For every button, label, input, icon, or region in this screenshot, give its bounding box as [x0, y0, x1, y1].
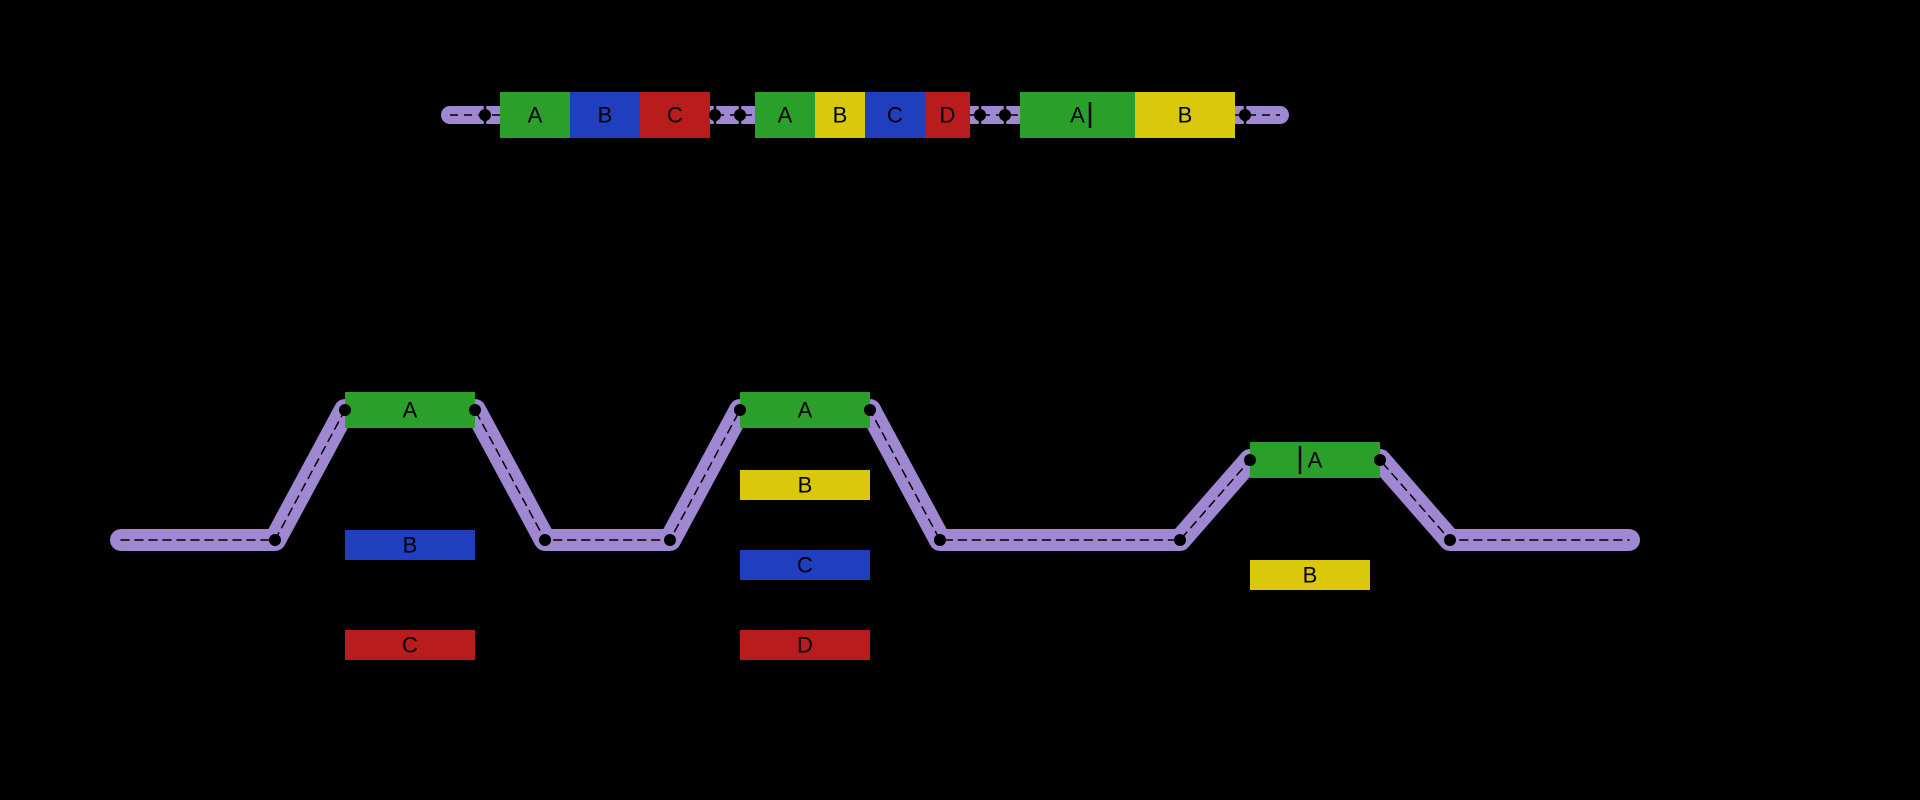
bottom-dot	[339, 404, 351, 416]
bottom-dot	[864, 404, 876, 416]
bottom-dot	[1374, 454, 1386, 466]
bottom-stack-label: C	[402, 633, 418, 658]
top-dot	[1239, 109, 1251, 121]
bottom-stack-label: B	[1303, 563, 1318, 588]
bottom-dot	[469, 404, 481, 416]
bottom-plateau-label: A	[1308, 448, 1323, 473]
bottom-plateau-label: A	[798, 398, 813, 423]
bottom-dot	[539, 534, 551, 546]
top-segment-label: D	[940, 103, 956, 128]
bottom-dot	[1444, 534, 1456, 546]
top-segment-label: A	[1070, 103, 1085, 128]
bottom-dot	[1174, 534, 1186, 546]
top-segment-label: B	[598, 103, 613, 128]
top-segment-label: C	[667, 103, 683, 128]
top-segment-label: A	[778, 103, 793, 128]
bottom-dot	[934, 534, 946, 546]
bottom-dot	[734, 404, 746, 416]
top-segment-label: B	[1178, 103, 1193, 128]
bottom-dot	[1244, 454, 1256, 466]
bottom-stack-label: C	[797, 553, 813, 578]
bottom-dot	[664, 534, 676, 546]
bottom-dot	[269, 534, 281, 546]
top-segment-label: A	[528, 103, 543, 128]
bottom-stack-label: D	[797, 633, 813, 658]
top-dot	[709, 109, 721, 121]
bottom-plateau-label: A	[403, 398, 418, 423]
bottom-stack-label: B	[798, 473, 813, 498]
top-segment-label: C	[887, 103, 903, 128]
top-dot	[479, 109, 491, 121]
bottom-stack-label: B	[403, 533, 418, 558]
top-dot	[734, 109, 746, 121]
top-segment-label: B	[833, 103, 848, 128]
top-dot	[974, 109, 986, 121]
top-dot	[999, 109, 1011, 121]
